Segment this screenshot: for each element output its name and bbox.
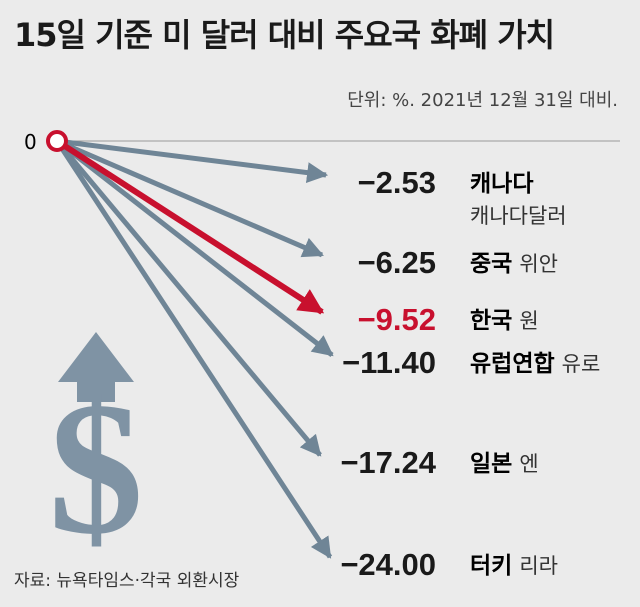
currency-name: 리라 (519, 554, 558, 578)
currency-name: 위안 (519, 252, 558, 276)
country-name: 일본 (470, 451, 512, 477)
value-label: −17.24 (340, 445, 436, 480)
arrows-group (54, 138, 334, 559)
arrow-4 (55, 139, 322, 457)
currency-name: 엔 (519, 452, 538, 476)
arrow-5 (54, 139, 333, 559)
category-label: 캐나다 (470, 171, 533, 197)
currency-name: 캐나다달러 (470, 204, 567, 228)
chart-title: 15일 기준 미 달러 대비 주요국 화폐 가치 (14, 16, 555, 54)
value-label: −11.40 (342, 345, 436, 380)
country-name: 유럽연합 (470, 351, 555, 377)
category-label: 중국 위안 (470, 251, 558, 277)
value-label: −6.25 (358, 245, 436, 280)
country-name: 한국 (470, 308, 512, 334)
arrow-0 (56, 138, 329, 184)
currency-name: 원 (519, 309, 538, 333)
value-label: −9.52 (358, 302, 436, 337)
category-label: 터키 리라 (470, 553, 558, 579)
category-label: 한국 원 (470, 308, 539, 334)
arrow-3 (55, 139, 334, 357)
value-label: −2.53 (358, 165, 436, 200)
arrow-1 (56, 138, 324, 258)
country-name: 캐나다 (470, 171, 533, 197)
currency-name: 유로 (562, 352, 601, 376)
value-label: −24.00 (340, 547, 436, 582)
origin-label: 0 (24, 130, 37, 154)
category-label: 일본 엔 (470, 451, 539, 477)
source-note: 자료: 뉴욕타임스·각국 외환시장 (14, 571, 240, 591)
dollar-icon: $ (49, 332, 144, 574)
category-label: 유럽연합 유로 (470, 351, 600, 377)
arrow-2 (55, 138, 325, 315)
country-name: 중국 (470, 251, 512, 277)
unit-note: 단위: %. 2021년 12월 31일 대비. (347, 90, 618, 111)
country-name: 터키 (470, 553, 512, 579)
svg-text:$: $ (49, 364, 144, 574)
origin-marker (46, 130, 68, 152)
